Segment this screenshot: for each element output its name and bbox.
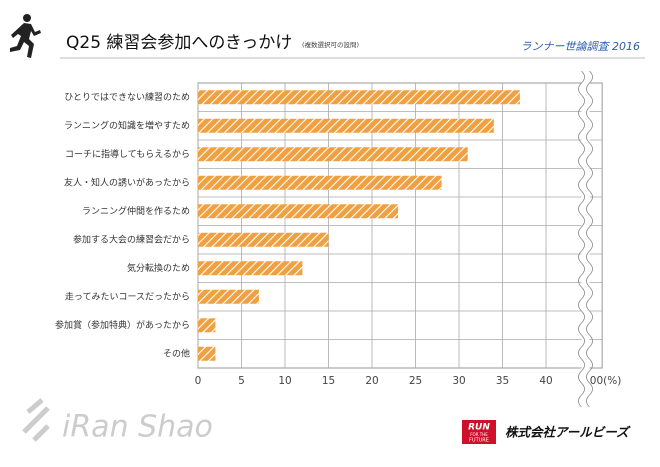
category-label: 参加する大会の練習会だから: [73, 233, 190, 245]
bar: [198, 118, 494, 133]
bar: [198, 147, 468, 162]
bar: [198, 261, 303, 276]
logo-text: RUN: [468, 423, 490, 433]
x-tick-label: 15: [322, 375, 335, 387]
axis-break: [586, 70, 593, 408]
bar: [198, 204, 399, 219]
runner-icon: [10, 14, 41, 58]
category-label: コーチに指導してもらえるから: [65, 148, 190, 160]
x-tick-label: 10: [278, 375, 291, 387]
plot: 0 5 10 15 20 25 30 35 40 100(%)ひとりではできない練習のためランニン…: [55, 70, 621, 408]
category-label: ランニング仲間を作るため: [82, 205, 190, 217]
category-label: ひとりではできない練習のため: [64, 91, 190, 103]
axis-break: [578, 70, 585, 408]
x-tick-label: 20: [365, 375, 378, 387]
category-label: 友人・知人の誘いがあったから: [64, 176, 190, 188]
bar: [198, 289, 259, 304]
logo-box: [462, 420, 496, 444]
source: ランナー世論調査 2016: [521, 40, 641, 53]
x-tick-label: 40: [539, 375, 552, 387]
x-tick-label: 100(%): [583, 375, 621, 387]
subtitle: (複数選択可の設問): [302, 40, 359, 49]
x-tick-label: 25: [409, 375, 422, 387]
category-label: ランニングの知識を増やすため: [64, 119, 190, 131]
bar: [198, 318, 216, 333]
company: 株式会社アールビーズ: [505, 425, 631, 440]
x-tick-label: 5: [238, 375, 245, 387]
bar: [198, 90, 520, 105]
logo-text: FOR THE: [470, 432, 488, 437]
x-tick-label: 30: [452, 375, 465, 387]
bar: [198, 232, 329, 247]
category-label: 気分転換のため: [127, 262, 190, 274]
category-label: 参加賞（参加特典）があったから: [55, 319, 190, 331]
x-tick-label: 0: [195, 375, 202, 387]
watermark: iRan Shao: [62, 410, 213, 445]
logo-text: FUTURE: [469, 438, 489, 444]
x-tick-label: 35: [496, 375, 509, 387]
watermark-icon: [22, 398, 50, 442]
bar: [198, 175, 442, 190]
chart-title: Q25 練習会参加へのきっかけ: [66, 33, 292, 53]
category-label: その他: [163, 347, 190, 359]
axis-break-gap: [581, 71, 590, 384]
bar: [198, 346, 216, 361]
category-label: 走ってみたいコースだったから: [65, 291, 190, 302]
